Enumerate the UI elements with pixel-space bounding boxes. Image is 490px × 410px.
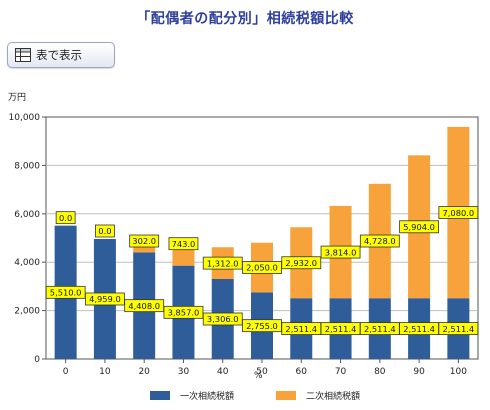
data-label-series-1-box <box>124 299 165 313</box>
y-axis-unit-label: 万円 <box>8 93 27 103</box>
x-tick-label: 20 <box>138 367 150 377</box>
data-label-series-1-box <box>85 292 125 306</box>
data-label-series-1-box <box>163 305 204 319</box>
data-label-series-2: 0.0 <box>59 213 72 223</box>
bar-series-2 <box>133 245 156 253</box>
x-tick-label: 50 <box>256 367 268 377</box>
data-label-series-2: 0.0 <box>98 226 111 236</box>
y-tick-label: 0 <box>34 355 40 365</box>
data-label-series-1: 4,408.0 <box>128 301 160 311</box>
x-tick-label: 60 <box>296 367 308 377</box>
show-as-table-button[interactable]: 表で表示 <box>7 42 115 68</box>
data-label-series-2-box <box>281 256 322 270</box>
x-tick-label: 10 <box>99 367 111 377</box>
data-label-series-1: 2,511.4 <box>443 324 475 334</box>
data-label-series-2: 4,728.0 <box>364 236 396 246</box>
y-tick-label: 8,000 <box>14 161 40 171</box>
data-label-series-2: 3,814.0 <box>325 247 357 257</box>
legend-swatch-series-2 <box>276 391 296 400</box>
legend-label-series-2: 二次相続税額 <box>306 392 361 402</box>
y-tick-label: 2,000 <box>14 307 40 317</box>
x-tick-label: 40 <box>217 367 229 377</box>
x-tick-label: 30 <box>178 367 190 377</box>
data-label-series-2: 1,312.0 <box>207 258 239 268</box>
x-tick-label: 100 <box>450 367 467 377</box>
y-tick-label: 10,000 <box>9 113 41 123</box>
y-tick-label: 4,000 <box>14 258 40 268</box>
data-label-series-1: 2,511.4 <box>325 324 357 334</box>
data-label-series-2: 5,904.0 <box>403 222 435 232</box>
show-as-table-label: 表で表示 <box>36 48 82 62</box>
data-label-series-1: 2,511.4 <box>403 324 435 334</box>
x-axis-label: % <box>254 371 263 381</box>
data-label-series-2-box <box>359 234 400 248</box>
data-label-series-2-box <box>399 220 439 234</box>
data-label-series-1: 3,857.0 <box>168 308 200 318</box>
data-label-series-2-box <box>129 234 160 248</box>
bar-series-2 <box>172 247 195 266</box>
data-label-series-2-box <box>55 211 76 225</box>
data-label-series-2-box <box>168 237 199 251</box>
chart-title: 「配偶者の配分別」相続税額比較 <box>136 11 354 27</box>
data-label-series-1: 3,306.0 <box>207 314 239 324</box>
data-label-series-1-box <box>45 285 86 299</box>
data-label-series-1: 5,510.0 <box>50 288 82 298</box>
x-tick-label: 0 <box>63 367 69 377</box>
legend-item-series-2: 二次相続税額 <box>276 389 360 402</box>
x-tick-label: 90 <box>413 367 425 377</box>
data-label-series-2-box <box>95 224 115 238</box>
data-label-series-2-box <box>320 245 361 259</box>
data-label-series-1-box <box>202 312 243 326</box>
legend-item-series-1: 一次相続税額 <box>150 389 234 402</box>
y-tick-label: 6,000 <box>14 210 40 220</box>
data-label-series-1: 2,511.4 <box>364 324 396 334</box>
data-label-series-2: 743.0 <box>172 239 196 249</box>
table-icon <box>15 48 31 62</box>
data-label-series-2: 2,050.0 <box>246 263 278 273</box>
data-label-series-2-box <box>438 206 479 219</box>
data-label-series-2: 2,932.0 <box>285 258 317 268</box>
data-label-series-1-box <box>438 322 479 336</box>
data-label-series-1: 2,755.0 <box>246 321 278 331</box>
data-label-series-1: 4,959.0 <box>89 294 121 304</box>
x-tick-label: 70 <box>335 367 347 377</box>
data-label-series-2: 7,080.0 <box>443 208 475 218</box>
legend-label-series-1: 一次相続税額 <box>180 392 235 402</box>
x-tick-label: 80 <box>374 367 386 377</box>
data-label-series-2: 302.0 <box>132 236 156 246</box>
legend-swatch-series-1 <box>150 391 170 400</box>
data-label-series-1: 2,511.4 <box>285 324 317 334</box>
